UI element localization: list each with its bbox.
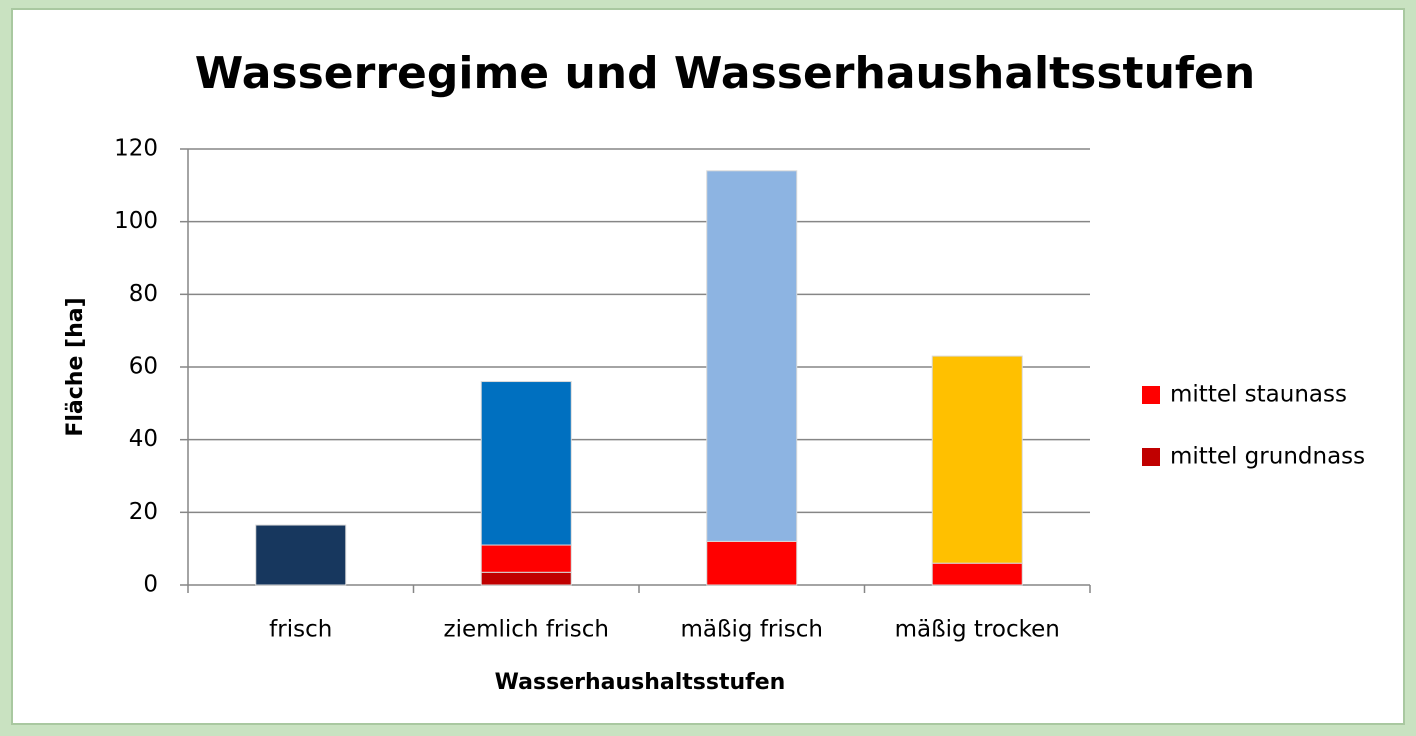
y-tick-label: 20 xyxy=(129,499,158,525)
y-tick-label: 60 xyxy=(129,354,158,380)
x-tick-label: mäßig trocken xyxy=(895,617,1060,643)
y-tick-label: 0 xyxy=(143,572,158,598)
chart-title: Wasserregime und Wasserhaushaltsstufen xyxy=(195,48,1255,99)
legend-label: mittel grundnass xyxy=(1170,444,1365,470)
y-tick-label: 40 xyxy=(129,426,158,452)
legend-swatch xyxy=(1142,386,1160,404)
x-tick-label: ziemlich frisch xyxy=(444,617,609,643)
bar-segment xyxy=(480,571,572,586)
y-axis-title: Fläche [ha] xyxy=(63,297,88,436)
bar-segment xyxy=(480,544,572,573)
bar-segment xyxy=(480,381,572,546)
x-tick-label: mäßig frisch xyxy=(681,617,823,643)
bar-segment xyxy=(931,562,1023,586)
x-tick-label: frisch xyxy=(269,617,332,643)
bar-segment xyxy=(706,170,798,542)
x-axis-title: Wasserhaushaltsstufen xyxy=(495,670,786,695)
legend-swatch xyxy=(1142,448,1160,466)
bar-segment xyxy=(931,355,1023,564)
y-tick-label: 100 xyxy=(114,208,158,234)
bar-segment xyxy=(706,540,798,586)
y-tick-label: 80 xyxy=(129,281,158,307)
y-tick-label: 120 xyxy=(114,136,158,162)
legend-label: mittel staunass xyxy=(1170,382,1347,408)
bar-segment xyxy=(255,524,347,586)
